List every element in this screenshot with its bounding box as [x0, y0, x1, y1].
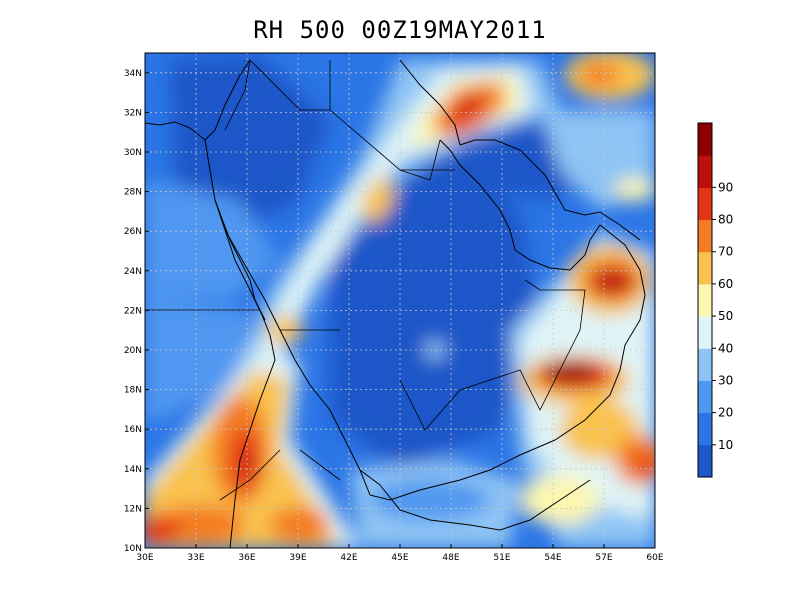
colorbar-frame — [697, 122, 713, 478]
lat-tick-label: 26N — [124, 227, 142, 237]
colorbar-swatch — [698, 219, 712, 253]
lon-tick-label: 57E — [595, 553, 612, 563]
lon-tick-label: 33E — [187, 553, 204, 563]
colorbar-swatch — [698, 251, 712, 285]
colorbar-swatch — [698, 155, 712, 188]
colorbar-label: 30 — [718, 373, 733, 387]
colorbar-label: 10 — [718, 438, 733, 452]
lat-tick-label: 22N — [124, 306, 142, 316]
colorbar-swatch — [698, 187, 712, 221]
lat-tick-label: 30N — [124, 148, 142, 158]
map-title: RH 500 00Z19MAY2011 — [253, 16, 547, 44]
lon-tick-label: 45E — [391, 553, 408, 563]
lon-tick-label: 39E — [289, 553, 306, 563]
rh-field — [145, 53, 655, 548]
lon-tick-label: 30E — [136, 553, 153, 563]
colorbar-label: 60 — [718, 277, 733, 291]
lon-tick-label: 48E — [442, 553, 459, 563]
lon-tick-label: 51E — [493, 553, 510, 563]
lat-tick-label: 14N — [124, 465, 142, 475]
colorbar-swatch — [698, 380, 712, 414]
lon-tick-label: 54E — [544, 553, 561, 563]
lat-tick-label: 34N — [124, 69, 142, 79]
lon-tick-labels: 30E 33E 36E 39E 42E 45E 48E 51E 54E 57E 60E — [136, 544, 664, 563]
lat-tick-label: 10N — [124, 544, 142, 554]
lon-tick-label: 60E — [646, 553, 663, 563]
lat-tick-label: 24N — [124, 267, 142, 277]
lat-tick-label: 32N — [124, 108, 142, 118]
colorbar-swatch — [698, 444, 712, 478]
lon-tick-label: 36E — [238, 553, 255, 563]
lat-tick-label: 12N — [124, 504, 142, 514]
colorbar: 10 20 30 40 50 60 70 80 90 — [697, 122, 733, 478]
colorbar-swatch — [698, 283, 712, 317]
lat-tick-label: 20N — [124, 346, 142, 356]
lat-tick-labels: 10N 12N 14N 16N 18N 20N 22N 24N 26N 28N 30N 32N 34N — [124, 69, 149, 554]
colorbar-label: 50 — [718, 309, 733, 323]
colorbar-label: 20 — [718, 406, 733, 420]
colorbar-swatch — [698, 348, 712, 381]
colorbar-label: 70 — [718, 245, 733, 259]
colorbar-label: 90 — [718, 180, 733, 194]
colorbar-swatch — [698, 123, 712, 156]
lat-tick-label: 16N — [124, 425, 142, 435]
colorbar-swatch — [698, 412, 712, 446]
colorbar-label: 80 — [718, 213, 733, 227]
lon-tick-label: 42E — [340, 553, 357, 563]
colorbar-label: 40 — [718, 341, 733, 355]
colorbar-swatch — [698, 316, 712, 349]
borders — [145, 59, 586, 501]
lat-tick-label: 28N — [124, 188, 142, 198]
lat-tick-label: 18N — [124, 386, 142, 396]
